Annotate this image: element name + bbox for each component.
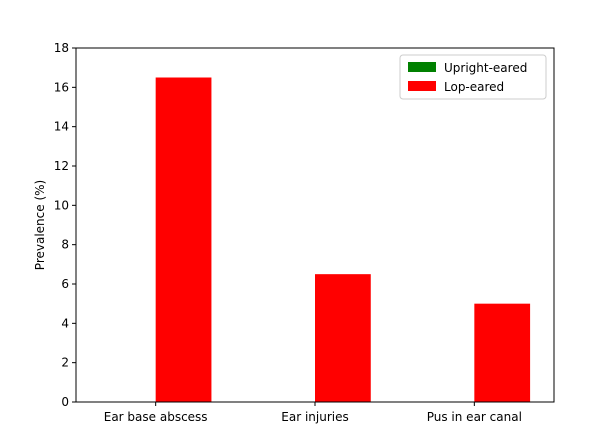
- x-axis: Ear base abscess Ear injuries Pus in ear c…: [104, 402, 522, 424]
- y-tick-label: 6: [61, 277, 69, 291]
- y-tick-label: 12: [54, 159, 69, 173]
- x-tick-label: Pus in ear canal: [427, 410, 522, 424]
- y-tick-label: 4: [61, 316, 69, 330]
- y-tick-label: 14: [54, 120, 69, 134]
- y-axis: 0 2 4 6 8 10 12 14 16 18: [54, 41, 76, 409]
- legend-label: Upright-eared: [444, 61, 527, 75]
- y-tick-label: 2: [61, 356, 69, 370]
- bars-group: [155, 77, 531, 402]
- y-tick-label: 16: [54, 80, 69, 94]
- y-tick-label: 10: [54, 198, 69, 212]
- legend-swatch: [408, 62, 436, 72]
- x-tick-label: Ear base abscess: [104, 410, 208, 424]
- y-axis-label: Prevalence (%): [33, 180, 47, 270]
- legend-label: Lop-eared: [444, 80, 504, 94]
- legend-box: [399, 54, 547, 100]
- bar-lop-1: [315, 274, 371, 402]
- x-tick-label: Ear injuries: [281, 410, 348, 424]
- legend-swatch: [408, 81, 436, 91]
- y-tick-label: 0: [61, 395, 69, 409]
- bar-lop-2: [474, 303, 531, 402]
- legend: Upright-eared Lop-eared: [399, 54, 547, 100]
- y-tick-label: 18: [54, 41, 69, 55]
- y-tick-label: 8: [61, 238, 69, 252]
- plot-frame: [75, 47, 555, 403]
- bar-lop-0: [155, 77, 212, 402]
